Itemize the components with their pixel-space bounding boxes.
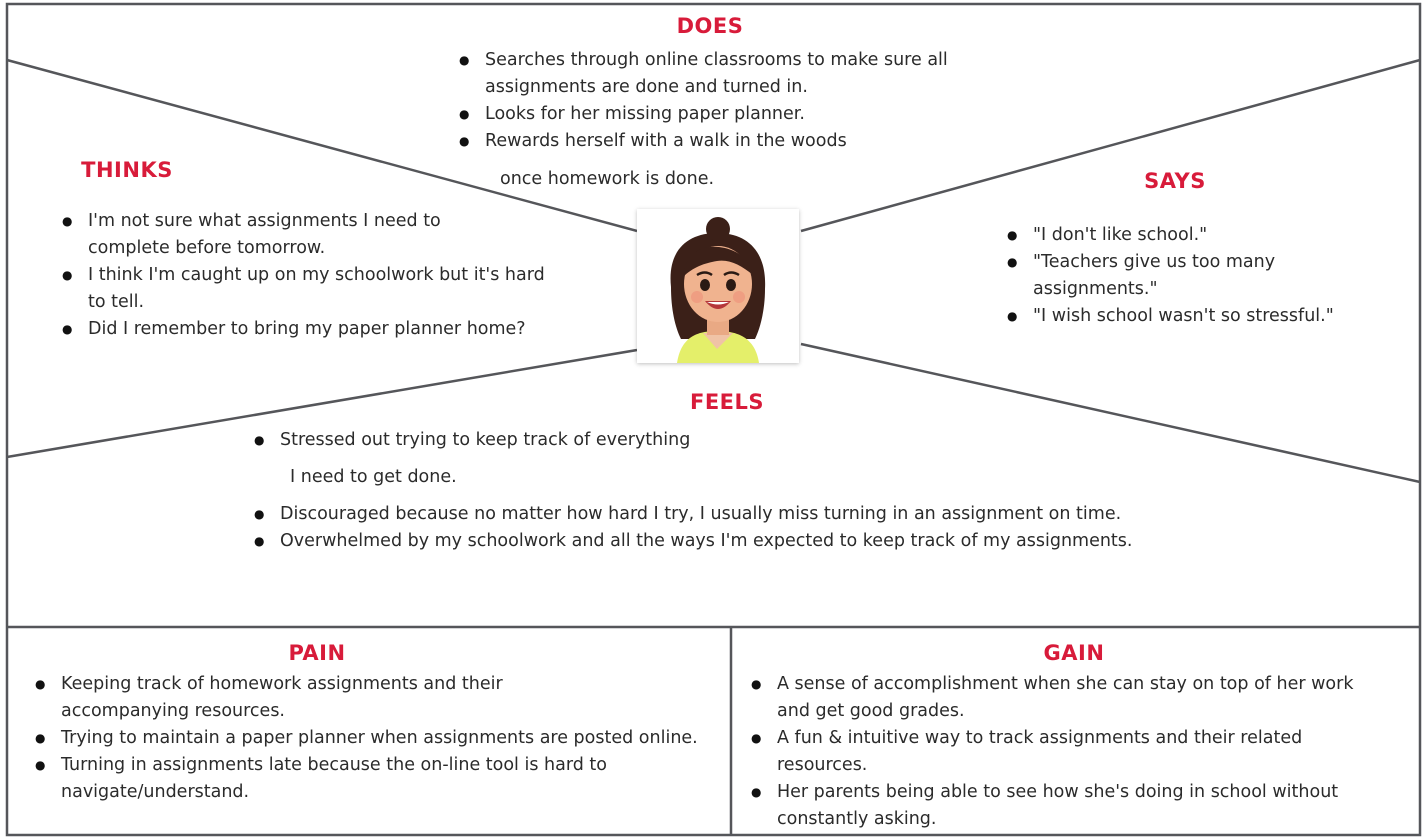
feels-item: Stressed out trying to keep track of eve… [254, 427, 854, 454]
does-heading: DOES [676, 14, 744, 38]
thinks-item: I think I'm caught up on my schoolwork b… [62, 262, 558, 316]
says-item: "I don't like school." [1007, 222, 1377, 249]
says-item: "Teachers give us too many assignments." [1007, 249, 1303, 303]
says-heading: SAYS [1144, 169, 1206, 193]
feels-item: Overwhelmed by my schoolwork and all the… [254, 528, 1140, 555]
does-item: Rewards herself with a walk in the woods [459, 128, 1019, 155]
gain-item: A fun & intuitive way to track assignmen… [751, 725, 1317, 779]
feels-continuation: I need to get done. [290, 467, 457, 487]
feels-list-top: Stressed out trying to keep track of eve… [254, 427, 854, 454]
gain-item: Her parents being able to see how she's … [751, 779, 1362, 833]
gain-item: A sense of accomplishment when she can s… [751, 671, 1362, 725]
girl-avatar-icon [670, 217, 766, 363]
pain-item: Keeping track of homework assignments an… [35, 671, 601, 725]
thinks-list: I'm not sure what assignments I need to … [62, 208, 562, 343]
pain-item: Turning in assignments late because the … [35, 752, 721, 806]
gain-heading: GAIN [1043, 641, 1105, 665]
says-list: "I don't like school." "Teachers give us… [1007, 222, 1377, 330]
pain-heading: PAIN [288, 641, 346, 665]
does-continuation: once homework is done. [500, 169, 715, 189]
says-item: "I wish school wasn't so stressful." [1007, 303, 1377, 330]
gain-list: A sense of accomplishment when she can s… [751, 671, 1371, 833]
thinks-heading: THINKS [81, 158, 173, 182]
feels-heading: FEELS [689, 390, 765, 414]
feels-list: Discouraged because no matter how hard I… [254, 501, 1174, 555]
pain-list: Keeping track of homework assignments an… [35, 671, 725, 806]
does-item: Looks for her missing paper planner. [459, 101, 1019, 128]
pain-item: Trying to maintain a paper planner when … [35, 725, 725, 752]
does-list: Searches through online classrooms to ma… [459, 47, 1019, 155]
thinks-item: Did I remember to bring my paper planner… [62, 316, 528, 343]
thinks-item: I'm not sure what assignments I need to … [62, 208, 498, 262]
persona-avatar [637, 209, 799, 363]
feels-item: Discouraged because no matter how hard I… [254, 501, 1174, 528]
does-item: Searches through online classrooms to ma… [459, 47, 1019, 101]
